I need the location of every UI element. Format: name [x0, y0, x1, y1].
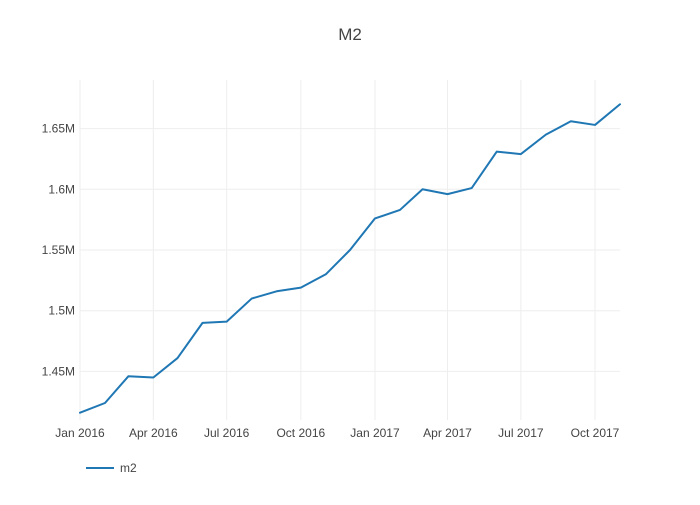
- data-point[interactable]: [543, 132, 549, 138]
- series-layer: [77, 101, 623, 416]
- x-tick-label: Jan 2016: [55, 426, 105, 440]
- x-tick-label: Apr 2016: [129, 426, 178, 440]
- data-point[interactable]: [518, 151, 524, 157]
- x-tick-label: Oct 2016: [276, 426, 325, 440]
- x-tick-label: Oct 2017: [571, 426, 620, 440]
- data-point[interactable]: [175, 355, 181, 361]
- x-tick-label: Jul 2016: [204, 426, 250, 440]
- data-point[interactable]: [372, 215, 378, 221]
- data-point[interactable]: [102, 400, 108, 406]
- data-point[interactable]: [397, 207, 403, 213]
- data-point[interactable]: [77, 410, 83, 416]
- legend-label-m2: m2: [120, 461, 137, 475]
- y-tick-label: 1.45M: [42, 364, 75, 378]
- data-point[interactable]: [347, 247, 353, 253]
- data-point[interactable]: [323, 271, 329, 277]
- series-line-m2[interactable]: [79, 103, 621, 414]
- legend[interactable]: m2: [86, 461, 137, 475]
- data-point[interactable]: [420, 186, 426, 192]
- data-point[interactable]: [200, 320, 206, 326]
- data-point[interactable]: [298, 285, 304, 291]
- y-tick-label: 1.65M: [42, 122, 75, 136]
- y-tick-label: 1.5M: [48, 304, 75, 318]
- y-tick-label: 1.6M: [48, 182, 75, 196]
- data-point[interactable]: [494, 149, 500, 155]
- data-point[interactable]: [445, 191, 451, 197]
- data-point[interactable]: [617, 101, 623, 107]
- x-axis-ticks: Jan 2016 Apr 2016 Jul 2016 Oct 2016 Jan 2017…: [55, 426, 619, 440]
- data-point[interactable]: [224, 319, 230, 325]
- chart-title: M2: [338, 25, 362, 44]
- data-point[interactable]: [125, 373, 131, 379]
- data-point[interactable]: [469, 185, 475, 191]
- data-point[interactable]: [150, 375, 156, 381]
- data-point[interactable]: [249, 296, 255, 302]
- data-point[interactable]: [274, 288, 280, 294]
- x-tick-label: Jan 2017: [350, 426, 400, 440]
- y-axis-ticks: 1.45M 1.5M 1.55M 1.6M 1.65M: [42, 122, 75, 379]
- y-grid: [80, 128, 620, 372]
- data-point[interactable]: [592, 122, 598, 128]
- data-point[interactable]: [568, 118, 574, 124]
- x-tick-label: Apr 2017: [423, 426, 472, 440]
- y-tick-label: 1.55M: [42, 243, 75, 257]
- x-tick-label: Jul 2017: [498, 426, 544, 440]
